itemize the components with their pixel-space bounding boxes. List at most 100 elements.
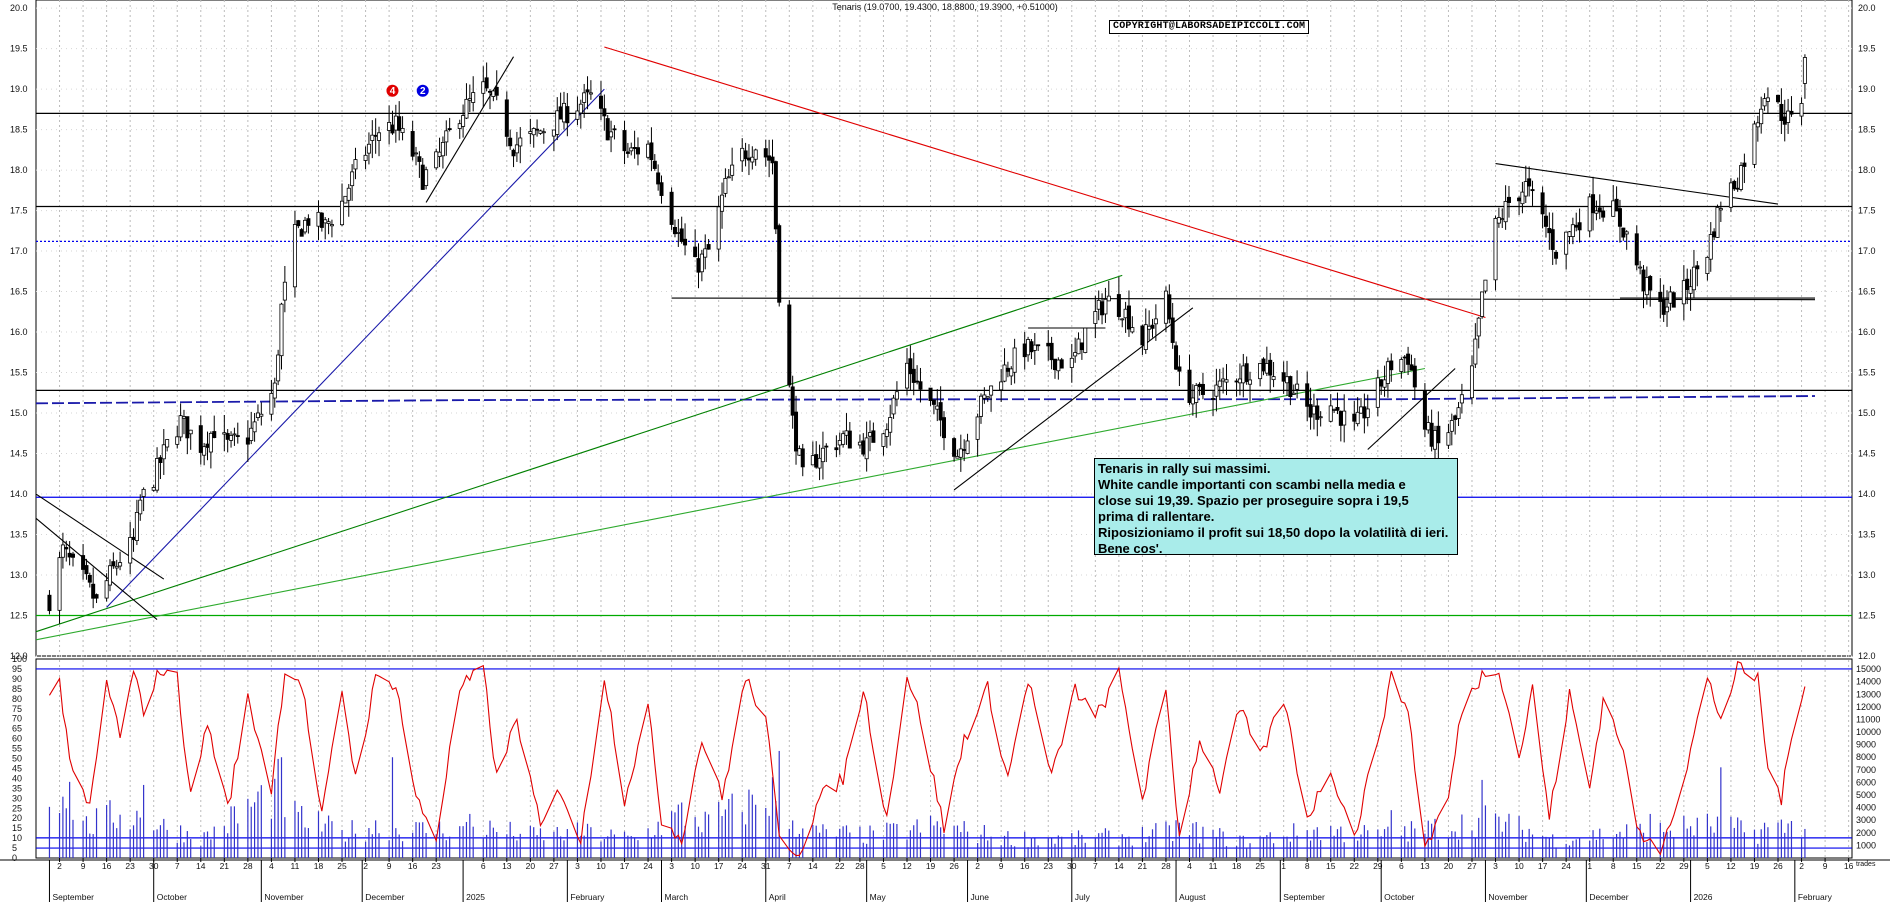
candle	[1258, 362, 1263, 387]
candle-body	[1634, 233, 1639, 266]
candle-body	[134, 512, 139, 541]
candle	[252, 413, 257, 442]
candle-body	[104, 580, 109, 599]
volume-tick-label: 4000	[1856, 803, 1876, 813]
candle	[393, 104, 398, 143]
candle-body	[158, 457, 163, 464]
candle-body	[1506, 196, 1511, 203]
candle	[669, 187, 674, 230]
candle-body	[1432, 430, 1437, 450]
candle-body	[1762, 98, 1767, 107]
candle-body	[461, 115, 466, 127]
candle	[178, 403, 183, 442]
candle	[1190, 384, 1195, 416]
candle-body	[1739, 165, 1744, 190]
candle	[844, 413, 849, 445]
candle	[1786, 98, 1791, 134]
candle	[87, 572, 92, 588]
candle	[723, 168, 728, 198]
volume-tick-label: 6000	[1856, 777, 1876, 787]
candle-body	[894, 391, 899, 400]
candle-body	[188, 429, 193, 435]
candle	[1221, 367, 1226, 394]
trendline	[1367, 368, 1456, 450]
candle-body	[1318, 416, 1323, 419]
candle	[1120, 318, 1125, 328]
stoch-tick-label: 100	[12, 654, 27, 664]
candle	[387, 105, 392, 145]
candle	[965, 433, 970, 455]
candle	[1291, 384, 1296, 395]
candle-body	[1597, 207, 1602, 213]
candle-body	[1234, 380, 1239, 383]
candle	[491, 89, 496, 102]
candle-body	[292, 224, 297, 288]
x-day-label: 19	[1750, 861, 1760, 871]
candle	[1591, 176, 1596, 231]
x-day-label: 14	[808, 861, 818, 871]
candle-body	[84, 565, 89, 575]
candle-body	[1759, 108, 1764, 125]
candle	[1123, 301, 1128, 333]
candle-body	[229, 435, 234, 441]
candle-body	[94, 594, 99, 599]
candle	[1308, 387, 1313, 430]
candle-body	[1200, 383, 1205, 395]
candle	[1480, 291, 1485, 319]
x-day-label: 1	[1281, 861, 1286, 871]
candle	[494, 70, 499, 101]
candle	[726, 169, 731, 179]
candle	[1789, 96, 1794, 117]
candle	[672, 219, 677, 238]
candle-body	[1248, 379, 1253, 385]
candle-body	[915, 380, 920, 383]
candle	[340, 183, 345, 227]
candle-body	[659, 182, 664, 196]
candle	[1453, 414, 1458, 435]
stoch-tick-label: 85	[12, 684, 22, 694]
candle-body	[303, 219, 308, 233]
candle-body	[151, 487, 156, 491]
candle-body	[1187, 369, 1192, 403]
candle	[1594, 200, 1599, 221]
candle	[104, 573, 109, 602]
price-tick-left: 15.5	[10, 368, 28, 378]
candle	[1409, 354, 1414, 371]
x-day-label: 3	[669, 861, 674, 871]
candle	[746, 144, 751, 176]
candle-body	[279, 303, 284, 357]
candle-body	[800, 448, 805, 468]
candle-body	[696, 258, 701, 273]
candle-body	[434, 151, 439, 169]
price-tick-left: 13.5	[10, 530, 28, 540]
candle-body	[1052, 358, 1057, 371]
candle	[1002, 348, 1007, 383]
candle-body	[1163, 290, 1168, 324]
x-day-label: 18	[1232, 861, 1242, 871]
candle-body	[437, 151, 442, 157]
stoch-tick-label: 10	[12, 833, 22, 843]
candle-body	[393, 115, 398, 131]
candle	[1540, 186, 1545, 229]
candle-body	[1214, 384, 1219, 397]
candle-body	[1002, 364, 1007, 382]
candle	[118, 551, 123, 571]
candle-body	[730, 164, 735, 176]
candle-body	[683, 238, 688, 246]
candle-body	[1174, 345, 1179, 370]
candle	[935, 389, 940, 422]
candle-body	[1476, 317, 1481, 337]
candle-body	[1708, 234, 1713, 260]
candle-body	[484, 77, 489, 89]
candle-body	[753, 149, 758, 160]
candle-body	[326, 221, 331, 224]
candle	[699, 249, 704, 282]
candle-body	[1752, 123, 1757, 165]
candle	[1661, 284, 1666, 322]
stoch-tick-label: 30	[12, 793, 22, 803]
candle	[1779, 88, 1784, 135]
candle	[1379, 379, 1384, 395]
candle-body	[582, 92, 587, 103]
candle-body	[1648, 276, 1653, 291]
candle-body	[373, 134, 378, 137]
